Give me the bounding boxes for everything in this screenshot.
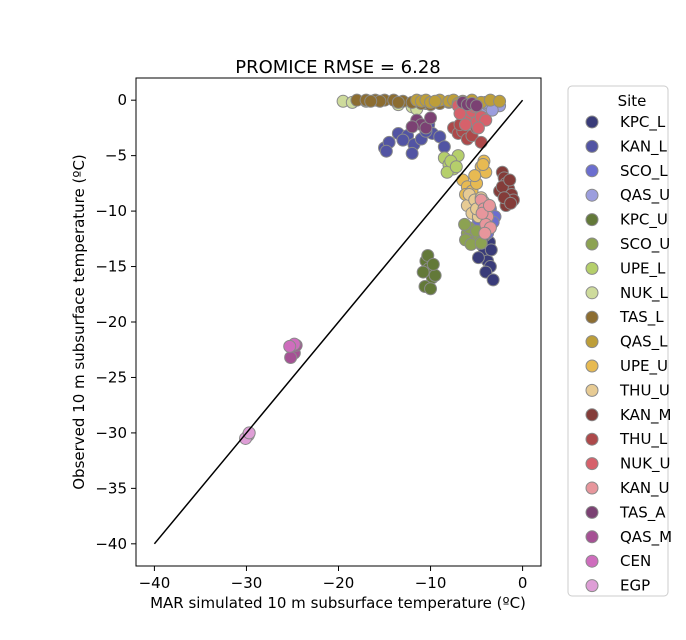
legend-label: KPC_U [620,211,668,230]
y-tick-label: −40 [95,535,127,553]
data-point [428,94,442,108]
legend-label: QAS_U [620,186,670,205]
data-point [493,94,507,108]
data-point [428,268,442,282]
legend-marker [585,408,599,422]
x-tick-label: −30 [231,574,263,592]
legend-label: QAS_M [620,528,672,547]
x-tick-label: −20 [323,574,355,592]
data-point [391,95,405,109]
legend-marker [585,261,599,275]
data-point [449,160,463,174]
data-point [284,350,298,364]
legend-label: QAS_L [620,333,668,352]
legend-marker [585,335,599,349]
y-tick-label: −10 [95,202,127,220]
legend-label: SCO_L [620,162,668,181]
data-point [283,339,297,353]
data-point [503,173,517,187]
legend-marker [585,554,599,568]
x-axis: −40 −30 −20 −10 0 [139,566,528,592]
data-point [504,196,518,210]
data-point [426,257,440,271]
data-point [476,158,490,172]
legend-label: UPE_L [620,259,666,278]
data-point [405,120,419,134]
data-point [424,111,438,125]
legend-marker [585,310,599,324]
legend-label: UPE_U [620,357,668,376]
data-point [478,226,492,240]
data-point [416,265,430,279]
x-tick-label: 0 [518,574,528,592]
legend-marker [585,237,599,251]
legend-items: KPC_L KAN_L SCO_L QAS_U KPC_U SCO_U UPE_L NUK_L… [585,113,672,595]
legend-label: THU_L [619,430,668,449]
data-point [364,94,378,108]
y-tick-label: −25 [95,368,127,386]
data-point [459,118,473,132]
legend-marker [585,432,599,446]
data-point [458,217,472,231]
legend-label: KPC_L [620,113,666,132]
data-point [474,135,488,149]
legend-marker [585,579,599,593]
legend-label: TAS_A [619,503,666,522]
legend-label: EGP [620,577,650,595]
legend-label: TAS_L [619,308,664,327]
legend-marker [585,213,599,227]
data-point [484,243,498,257]
data-point [242,426,256,440]
legend-label: KAN_M [620,406,672,425]
y-tick-label: −20 [95,313,127,331]
one-to-one-line [153,99,524,545]
legend-label: KAN_U [620,479,670,498]
legend-label: THU_U [619,381,670,400]
legend: Site KPC_L KAN_L SCO_L QAS_U KPC_U SCO_U UPE_L… [567,85,672,597]
legend-marker [585,139,599,153]
legend-marker [585,164,599,178]
y-axis: 0 −5 −10 −15 −20 −25 −30 −35 −40 [95,91,136,553]
data-point [471,251,485,265]
data-point [437,140,451,154]
data-point [471,121,485,135]
legend-marker [585,115,599,129]
x-tick-label: −40 [139,574,171,592]
x-axis-label: MAR simulated 10 m subsurface temperatur… [150,594,526,612]
legend-label: NUK_L [620,284,669,303]
legend-label: NUK_U [620,455,671,474]
data-point [424,282,438,296]
legend-marker [585,359,599,373]
data-point [486,273,500,287]
y-tick-label: −15 [95,258,127,276]
legend-marker [585,188,599,202]
points-layer [239,93,520,445]
y-tick-label: −30 [95,424,127,442]
legend-marker [585,530,599,544]
legend-label: SCO_U [620,235,670,254]
legend-marker [585,457,599,471]
data-point [379,144,393,158]
data-point [396,133,410,147]
legend-label: KAN_L [620,137,668,156]
data-point [405,146,419,160]
legend-marker [585,286,599,300]
legend-title: Site [618,92,647,110]
x-tick-label: −10 [415,574,447,592]
plot-area [135,77,542,567]
y-tick-label: −35 [95,479,127,497]
y-tick-label: 0 [117,91,127,109]
legend-marker [585,481,599,495]
data-point [482,199,496,213]
legend-label: CEN [620,552,651,570]
legend-marker [585,383,599,397]
y-axis-label: Observed 10 m subsurface temperature (ºC… [70,154,88,490]
y-tick-label: −5 [105,147,127,165]
data-point [468,169,482,183]
legend-marker [585,505,599,519]
data-point [470,99,484,113]
chart-title: PROMICE RMSE = 6.28 [235,57,440,78]
